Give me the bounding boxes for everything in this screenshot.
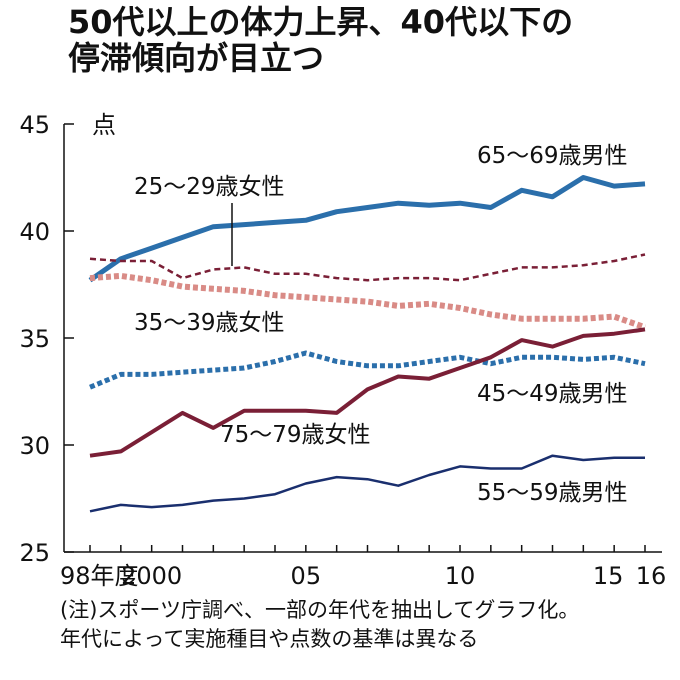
series-label-1: 65〜69歳男性 bbox=[477, 143, 628, 169]
series-line-1 bbox=[88, 175, 646, 283]
y-tick-label: 45 bbox=[19, 111, 50, 139]
x-tick-label: 05 bbox=[291, 562, 322, 590]
series-label-2: 25〜29歳女性 bbox=[134, 174, 285, 200]
chart-title: 50代以上の体力上昇、40代以下の 停滞傾向が目立つ bbox=[68, 4, 668, 76]
chart-note: (注)スポーツ庁調べ、一部の年代を抽出してグラフ化。 年代によって実施種目や点数… bbox=[60, 596, 675, 654]
y-tick-label: 25 bbox=[19, 539, 50, 567]
series-label-3: 35〜39歳女性 bbox=[134, 310, 285, 336]
title-line-1: 50代以上の体力上昇、40代以下の bbox=[68, 3, 574, 41]
series-line-6 bbox=[89, 454, 645, 513]
series-label-4: 45〜49歳男性 bbox=[477, 381, 628, 407]
title-line-2: 停滞傾向が目立つ bbox=[68, 39, 325, 77]
x-tick-label: 98年度 bbox=[60, 562, 139, 590]
x-tick-label: 2000 bbox=[121, 562, 182, 590]
series-label-6: 55〜59歳男性 bbox=[477, 480, 628, 506]
series-line-3 bbox=[89, 272, 646, 331]
series-line-5 bbox=[89, 327, 646, 458]
x-tick-label: 10 bbox=[445, 562, 476, 590]
series-line-2 bbox=[89, 253, 646, 282]
y-axis-unit-label: 点 bbox=[92, 111, 116, 139]
series-label-5: 75〜79歳女性 bbox=[220, 422, 371, 448]
x-tick-label: 15 bbox=[593, 562, 624, 590]
x-tick-label: 16 bbox=[636, 562, 667, 590]
note-line-2: 年代によって実施種目や点数の基準は異なる bbox=[60, 627, 479, 651]
y-tick-label: 30 bbox=[19, 432, 50, 460]
series-line-4 bbox=[89, 350, 646, 390]
y-tick-label: 40 bbox=[19, 218, 50, 246]
note-line-1: (注)スポーツ庁調べ、一部の年代を抽出してグラフ化。 bbox=[60, 598, 580, 622]
y-tick-label: 35 bbox=[19, 325, 50, 353]
